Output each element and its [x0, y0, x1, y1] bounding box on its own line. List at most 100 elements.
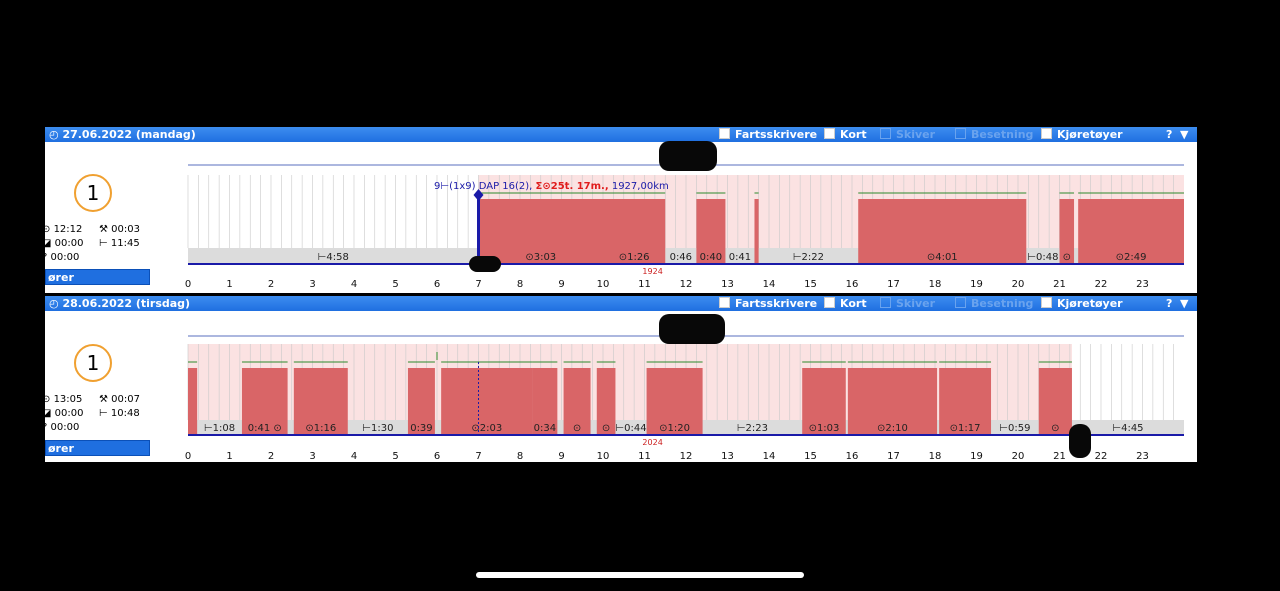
period-label: ⊢4:58: [318, 252, 349, 263]
hour-tick-label: 23: [1136, 451, 1149, 462]
drive-period: [1038, 368, 1072, 435]
cursor-diamond: [473, 189, 484, 201]
option-kjoretoyer[interactable]: Kjøretøyer: [1041, 127, 1123, 142]
hour-tick-label: 7: [475, 451, 481, 462]
day-header: ◴ 27.06.2022 (mandag) Fartsskrivere Kort…: [45, 127, 1197, 142]
hour-tick-label: 18: [929, 279, 942, 290]
drive-period: [939, 368, 992, 435]
hour-tick-label: 15: [804, 451, 817, 462]
drive-period: [1078, 199, 1184, 264]
driver-button[interactable]: ører: [45, 440, 150, 456]
checkbox[interactable]: [955, 128, 966, 139]
option-besetning[interactable]: Besetning: [955, 127, 1033, 142]
checkbox[interactable]: [955, 297, 966, 308]
collapse-icon[interactable]: ▼: [1180, 128, 1189, 141]
period-label: ⊙3:03: [525, 252, 556, 263]
clock-icon: ◴: [49, 297, 63, 310]
timeline-chart[interactable]: ⊢1:08 0:41 ⊙ ⊙1:16 ⊢1:30 0:39 ⊙2:03 0:34 ⊙ ⊙ ⊢0:4…: [45, 296, 1197, 462]
hour-tick-label: 18: [929, 451, 942, 462]
availability-icon: ◪: [45, 238, 52, 249]
hammer-icon: ⚒: [99, 394, 112, 405]
checkbox[interactable]: [719, 297, 730, 308]
clock-icon: ⊙: [45, 224, 51, 235]
period-label: ⊢1:30: [362, 423, 393, 434]
hour-tick-label: 16: [846, 279, 859, 290]
checkbox[interactable]: [824, 297, 835, 308]
hour-tick-label: 9: [558, 279, 564, 290]
hour-tick-label: 6: [434, 279, 440, 290]
annotation-part: (1x9): [449, 181, 476, 192]
driver-count-circle: 1: [74, 344, 112, 382]
option-besetning[interactable]: Besetning: [955, 296, 1033, 311]
timeline-chart[interactable]: ⊢4:58 ⊙3:03 ⊙1:26 0:46 0:40 0:41 ⊢2:22 ⊙4:01 ⊢0:…: [45, 127, 1197, 293]
option-skiver[interactable]: Skiver: [880, 296, 935, 311]
redacted-area: [659, 314, 725, 344]
period-label: 0:46: [670, 252, 692, 263]
hour-tick-label: 10: [597, 279, 610, 290]
hour-tick-label: 2: [268, 451, 274, 462]
drive-period: [532, 368, 558, 435]
option-kort[interactable]: Kort: [824, 127, 867, 142]
collapse-icon[interactable]: ▼: [1180, 297, 1189, 310]
checkbox[interactable]: [880, 297, 891, 308]
hour-tick-label: 21: [1053, 451, 1066, 462]
driver-button[interactable]: ører: [45, 269, 150, 285]
period-label: 0:41: [729, 252, 751, 263]
drive-period: [754, 199, 759, 264]
drive-period: [696, 199, 726, 264]
option-kjoretoyer[interactable]: Kjøretøyer: [1041, 296, 1123, 311]
annotation-part: 9⊢: [434, 181, 449, 192]
day-date[interactable]: ◴ 27.06.2022 (mandag): [49, 128, 196, 141]
option-skiver[interactable]: Skiver: [880, 127, 935, 142]
period-label: ⊙1:20: [659, 423, 690, 434]
hour-tick-label: 16: [846, 451, 859, 462]
annotation-part: 1927,00km: [609, 181, 669, 192]
option-fartsskrivere[interactable]: Fartsskrivere: [719, 127, 817, 142]
help-icon[interactable]: ?: [1166, 297, 1173, 310]
rest-time-stat: ⊢ 11:45: [99, 238, 140, 249]
question-icon: ?: [45, 422, 51, 433]
drive-time-stat: ⊙ 12:12: [45, 224, 82, 235]
hour-tick-label: 17: [887, 279, 900, 290]
availability-stat: ◪ 00:00: [45, 238, 83, 249]
hour-tick-label: 20: [1012, 279, 1025, 290]
day-date[interactable]: ◴ 28.06.2022 (tirsdag): [49, 297, 191, 310]
hour-tick-label: 13: [721, 451, 734, 462]
drive-period: [563, 368, 591, 435]
hour-tick-label: 2: [268, 279, 274, 290]
period-label: ⊢0:48: [1027, 252, 1058, 263]
hour-tick-label: 14: [763, 279, 776, 290]
day-panel-2: ◴ 28.06.2022 (tirsdag) Fartsskrivere Kor…: [45, 296, 1197, 462]
rest-time-stat: ⊢ 10:48: [99, 408, 140, 419]
checkbox[interactable]: [1041, 297, 1052, 308]
period-label: ⊙4:01: [927, 252, 958, 263]
checkbox[interactable]: [1041, 128, 1052, 139]
hour-tick-label: 20: [1012, 451, 1025, 462]
option-fartsskrivere[interactable]: Fartsskrivere: [719, 296, 817, 311]
checkbox[interactable]: [824, 128, 835, 139]
km-marker: 1924: [642, 267, 662, 276]
driver-count-circle: 1: [74, 174, 112, 212]
checkbox[interactable]: [719, 128, 730, 139]
bed-icon: ⊢: [99, 238, 111, 249]
redacted-area: [1069, 424, 1091, 458]
period-label: ⊙: [1051, 423, 1059, 434]
hour-tick-label: 6: [434, 451, 440, 462]
drive-period: [1059, 199, 1075, 264]
period-label: ⊙2:10: [877, 423, 908, 434]
drive-time-stat: ⊙ 13:05: [45, 394, 82, 405]
hour-tick-label: 21: [1053, 279, 1066, 290]
hour-tick-label: 9: [558, 451, 564, 462]
option-kort[interactable]: Kort: [824, 296, 867, 311]
period-label: ⊢0:44: [615, 423, 646, 434]
day-panel-1: ◴ 27.06.2022 (mandag) Fartsskrivere Kort…: [45, 127, 1197, 293]
hour-tick-label: 12: [680, 279, 693, 290]
hour-tick-label: 1: [226, 279, 232, 290]
help-icon[interactable]: ?: [1166, 128, 1173, 141]
hour-tick-label: 0: [185, 451, 191, 462]
checkbox[interactable]: [880, 128, 891, 139]
hour-tick-label: 0: [185, 279, 191, 290]
hour-tick-label: 11: [638, 451, 651, 462]
drive-period: [188, 368, 198, 435]
home-indicator[interactable]: [476, 572, 804, 578]
